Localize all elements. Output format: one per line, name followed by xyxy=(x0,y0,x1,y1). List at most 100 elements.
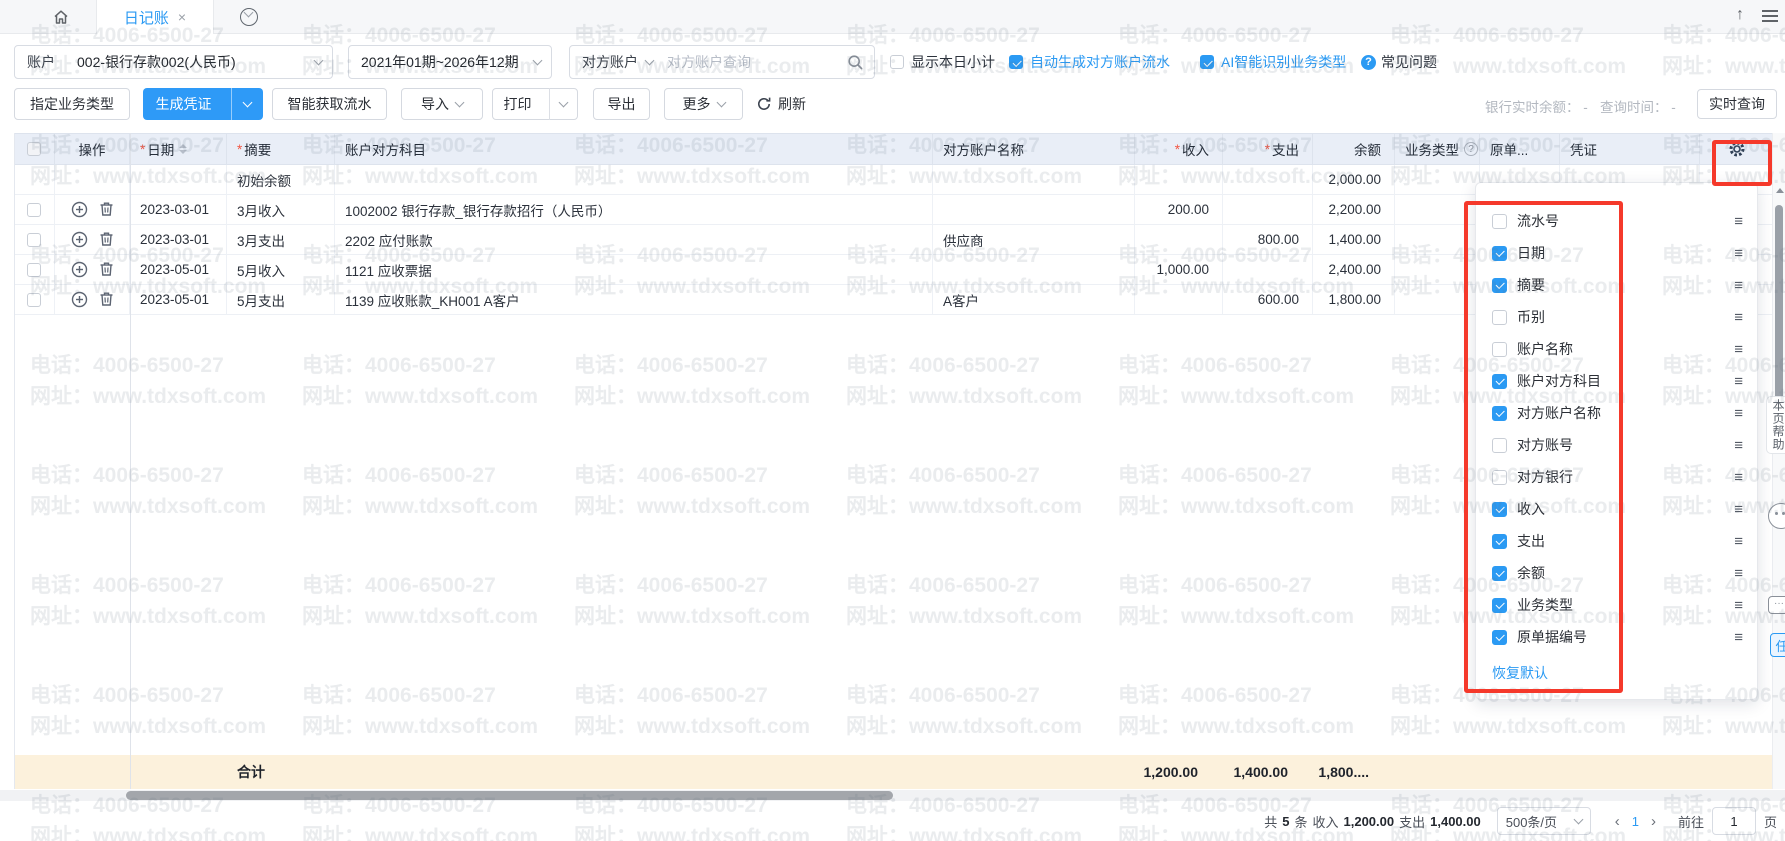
counterparty-search-input[interactable] xyxy=(667,54,847,70)
feedback-icon[interactable]: ··· xyxy=(1768,596,1785,614)
goto-page-input[interactable] xyxy=(1711,807,1756,835)
checkbox-checked[interactable] xyxy=(1492,565,1507,581)
help-icon[interactable]: ? xyxy=(1464,142,1478,156)
drag-handle-icon[interactable]: ≡ xyxy=(1734,244,1743,262)
collapse-up-icon[interactable]: ↑ xyxy=(1736,6,1744,23)
column-option-余额[interactable]: 余额 ≡ xyxy=(1476,557,1757,589)
drag-handle-icon[interactable]: ≡ xyxy=(1734,628,1743,646)
row-checkbox[interactable] xyxy=(27,262,41,277)
menu-icon[interactable] xyxy=(1762,10,1778,22)
column-option-日期[interactable]: 日期 ≡ xyxy=(1476,237,1757,269)
checkbox-checked[interactable] xyxy=(1200,55,1214,69)
import-button[interactable]: 导入 xyxy=(401,88,483,120)
print-dropdown[interactable] xyxy=(549,88,577,120)
tab-history-icon[interactable] xyxy=(240,7,258,26)
checkbox-unchecked[interactable] xyxy=(890,55,904,69)
column-option-账户对方科目[interactable]: 账户对方科目 ≡ xyxy=(1476,365,1757,397)
column-option-原单据编号[interactable]: 原单据编号 ≡ xyxy=(1476,621,1757,653)
checkbox-unchecked[interactable] xyxy=(1492,469,1507,485)
column-option-账户名称[interactable]: 账户名称 ≡ xyxy=(1476,333,1757,365)
tab-close-icon[interactable]: × xyxy=(177,9,187,25)
checkbox-unchecked[interactable] xyxy=(1492,437,1507,453)
more-button[interactable]: 更多 xyxy=(664,88,743,120)
row-checkbox[interactable] xyxy=(27,292,41,307)
add-row-icon[interactable] xyxy=(71,231,88,248)
column-option-对方银行[interactable]: 对方银行 ≡ xyxy=(1476,461,1757,493)
add-row-icon[interactable] xyxy=(71,291,88,308)
drag-handle-icon[interactable]: ≡ xyxy=(1734,532,1743,550)
drag-handle-icon[interactable]: ≡ xyxy=(1734,372,1743,390)
sort-icon[interactable] xyxy=(179,144,188,154)
drag-handle-icon[interactable]: ≡ xyxy=(1734,340,1743,358)
column-option-流水号[interactable]: 流水号 ≡ xyxy=(1476,205,1757,237)
print-split-button[interactable]: 打印 xyxy=(492,88,578,120)
search-icon[interactable] xyxy=(847,54,864,71)
generate-voucher-split-button[interactable]: 生成凭证 xyxy=(143,88,263,120)
column-option-摘要[interactable]: 摘要 ≡ xyxy=(1476,269,1757,301)
checkbox-unchecked[interactable] xyxy=(1492,309,1507,325)
task-icon[interactable]: 任 xyxy=(1770,633,1785,657)
scroll-up-arrow-icon[interactable] xyxy=(1776,188,1784,193)
prev-page-button[interactable]: ‹ xyxy=(1614,812,1620,830)
vertical-scrollbar[interactable] xyxy=(1772,133,1785,789)
assistant-icon[interactable] xyxy=(1768,503,1785,529)
faq-link[interactable]: ? 常见问题 xyxy=(1361,45,1437,79)
horizontal-scrollbar[interactable] xyxy=(0,790,1785,801)
drag-handle-icon[interactable]: ≡ xyxy=(1734,404,1743,422)
drag-handle-icon[interactable]: ≡ xyxy=(1734,596,1743,614)
column-header-date[interactable]: * 日期 xyxy=(130,134,227,164)
column-header-settings[interactable] xyxy=(1700,134,1773,164)
print-button[interactable]: 打印 xyxy=(503,96,532,112)
drag-handle-icon[interactable]: ≡ xyxy=(1734,436,1743,454)
auto-generate-checkbox[interactable]: 自动生成对方账户流水 xyxy=(1009,45,1170,79)
home-icon[interactable] xyxy=(52,8,70,26)
column-option-对方账号[interactable]: 对方账号 ≡ xyxy=(1476,429,1757,461)
column-settings-gear-icon[interactable] xyxy=(1727,139,1747,159)
checkbox-checked[interactable] xyxy=(1492,629,1507,645)
delete-row-icon[interactable] xyxy=(99,231,114,248)
tab-journal[interactable]: 日记账 × xyxy=(96,0,214,34)
add-row-icon[interactable] xyxy=(71,201,88,218)
next-page-button[interactable]: › xyxy=(1650,812,1656,830)
realtime-query-button[interactable]: 实时查询 xyxy=(1697,89,1777,119)
add-row-icon[interactable] xyxy=(71,261,88,278)
account-select[interactable]: 账户 002-银行存款002(人民币) xyxy=(14,45,333,79)
delete-row-icon[interactable] xyxy=(99,201,114,218)
export-button[interactable]: 导出 xyxy=(593,88,650,120)
ai-recognize-checkbox[interactable]: AI智能识别业务类型 xyxy=(1200,45,1346,79)
row-checkbox[interactable] xyxy=(27,202,41,217)
counterparty-type-select[interactable]: 对方账户 xyxy=(582,54,638,70)
vertical-scrollbar-thumb[interactable] xyxy=(1775,205,1783,432)
column-option-支出[interactable]: 支出 ≡ xyxy=(1476,525,1757,557)
select-all-checkbox[interactable] xyxy=(27,142,41,156)
drag-handle-icon[interactable]: ≡ xyxy=(1734,468,1743,486)
checkbox-checked[interactable] xyxy=(1492,373,1507,389)
horizontal-scrollbar-thumb[interactable] xyxy=(126,791,893,800)
delete-row-icon[interactable] xyxy=(99,261,114,278)
page-size-select[interactable]: 500条/页 xyxy=(1496,807,1591,835)
drag-handle-icon[interactable]: ≡ xyxy=(1734,212,1743,230)
checkbox-checked[interactable] xyxy=(1492,533,1507,549)
checkbox-checked[interactable] xyxy=(1492,597,1507,613)
delete-row-icon[interactable] xyxy=(99,291,114,308)
column-option-对方账户名称[interactable]: 对方账户名称 ≡ xyxy=(1476,397,1757,429)
smart-fetch-button[interactable]: 智能获取流水 xyxy=(272,88,387,120)
show-daily-subtotal-checkbox[interactable]: 显示本日小计 xyxy=(890,45,995,79)
drag-handle-icon[interactable]: ≡ xyxy=(1734,500,1743,518)
drag-handle-icon[interactable]: ≡ xyxy=(1734,308,1743,326)
drag-handle-icon[interactable]: ≡ xyxy=(1734,276,1743,294)
checkbox-unchecked[interactable] xyxy=(1492,341,1507,357)
period-select[interactable]: 2021年01期~2026年12期 xyxy=(348,45,552,79)
generate-voucher-button[interactable]: 生成凭证 xyxy=(155,96,212,112)
checkbox-checked[interactable] xyxy=(1492,405,1507,421)
column-option-收入[interactable]: 收入 ≡ xyxy=(1476,493,1757,525)
checkbox-checked[interactable] xyxy=(1009,55,1023,69)
generate-voucher-dropdown[interactable] xyxy=(230,88,263,120)
specify-biz-type-button[interactable]: 指定业务类型 xyxy=(14,88,130,120)
column-option-业务类型[interactable]: 业务类型 ≡ xyxy=(1476,589,1757,621)
checkbox-checked[interactable] xyxy=(1492,245,1507,261)
drag-handle-icon[interactable]: ≡ xyxy=(1734,564,1743,582)
restore-default-link[interactable]: 恢复默认 xyxy=(1492,665,1548,681)
refresh-button[interactable]: 刷新 xyxy=(756,88,806,120)
checkbox-unchecked[interactable] xyxy=(1492,213,1507,229)
